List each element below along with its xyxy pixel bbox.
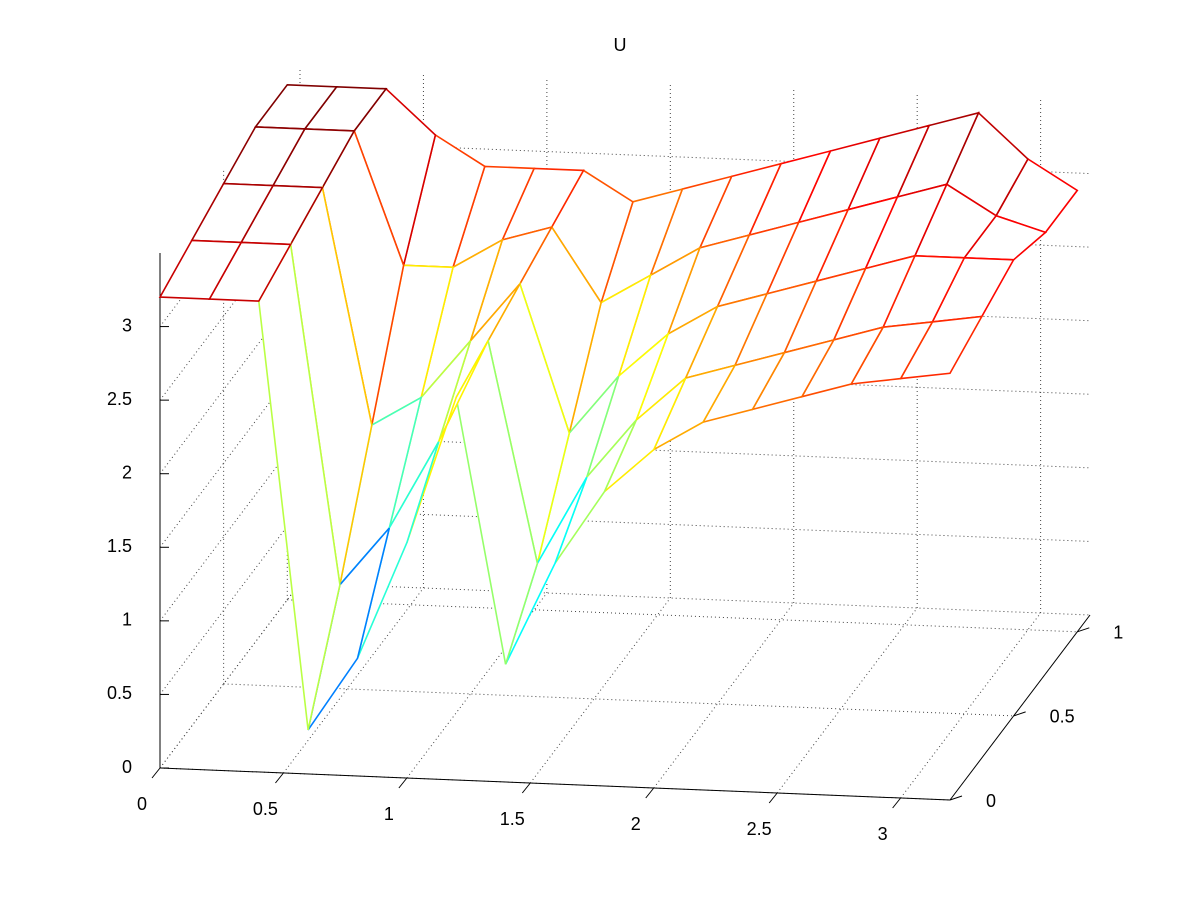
grid-line [653,602,795,789]
x-tick-label: 1 [384,804,394,824]
z-tick-label: 2.5 [107,389,132,409]
x-tick-label: 1.5 [500,809,525,829]
grid-line [283,587,424,774]
grid-line [159,214,301,401]
x-tick-label: 0 [137,794,147,814]
y-tick [1077,627,1090,633]
grid-line [159,509,301,695]
grid-line [159,582,301,769]
x-tick-label: 2 [631,814,641,834]
z-tick-label: 1.5 [107,536,132,556]
y-tick-label: 0.5 [1050,707,1075,727]
grid-line [776,607,918,794]
x-tick-label: 0.5 [253,799,278,819]
z-tick-label: 2 [122,462,132,482]
x-axis [159,767,951,801]
grid-line [529,597,671,784]
z-tick-label: 0 [122,757,132,777]
x-tick [645,787,655,799]
y-tick-label: 0 [986,791,996,811]
x-tick [275,772,284,784]
x-tick [151,767,161,779]
x-tick [398,777,408,789]
mesh-cell [158,239,243,300]
grid-line [159,288,301,475]
grid-line [406,592,548,779]
x-tick [521,782,531,794]
y-tick-label: 1 [1113,623,1123,643]
z-tick-label: 1 [122,610,132,630]
y-axis [949,614,1091,801]
z-tick-label: 3 [122,315,132,335]
x-tick [892,797,902,809]
x-tick [768,792,778,804]
chart-title: U [614,35,627,55]
x-tick-label: 3 [878,824,888,844]
grid-line [159,361,301,548]
y-tick [949,795,963,801]
z-tick-label: 0.5 [107,683,132,703]
x-tick-label: 2.5 [747,819,772,839]
y-tick [1013,711,1026,717]
grid-line [900,612,1042,799]
grid-line [159,435,301,622]
